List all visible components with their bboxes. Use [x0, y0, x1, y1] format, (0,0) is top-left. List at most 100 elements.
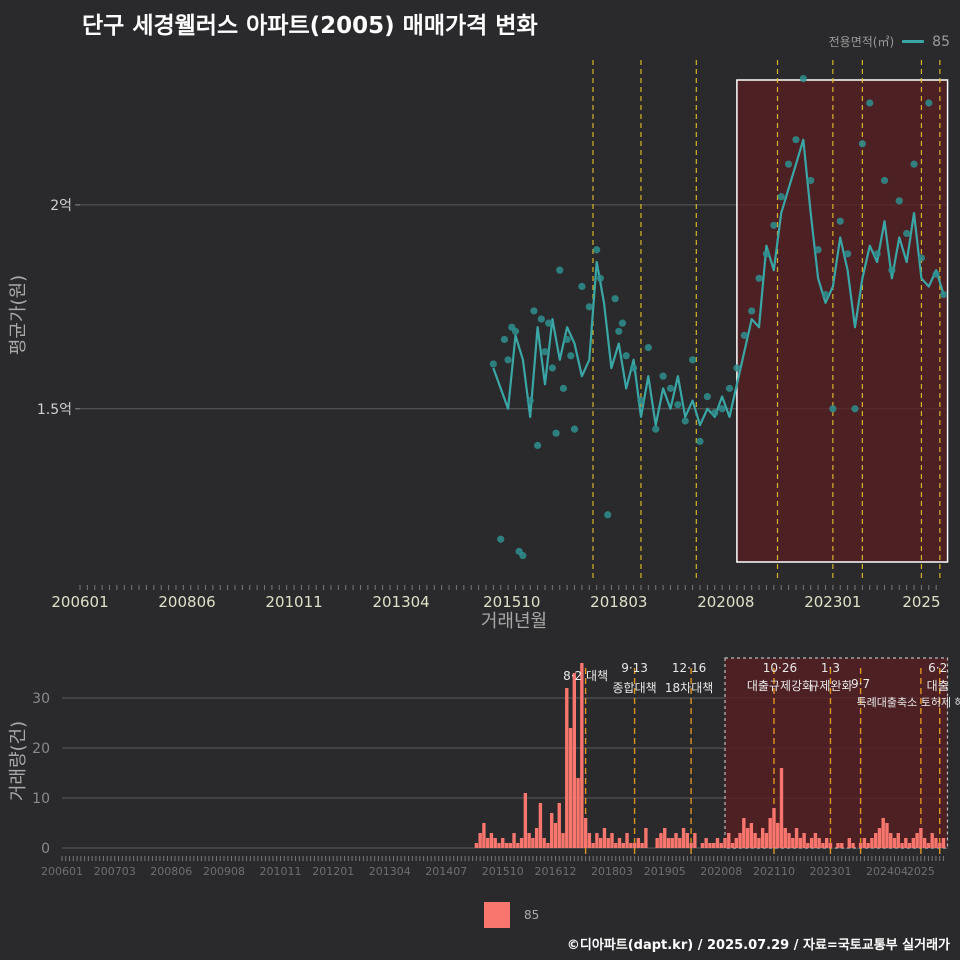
top-x-tick-label: 202301: [804, 593, 861, 611]
volume-bar: [727, 833, 731, 848]
data-point: [559, 384, 568, 392]
data-point: [652, 425, 660, 433]
data-point: [821, 291, 830, 299]
volume-bar: [572, 673, 577, 848]
chart-title: 단구 세경웰러스 아파트(2005) 매매가격 변화: [82, 13, 538, 39]
volume-bar: [614, 843, 618, 848]
volume-bar: [512, 833, 516, 848]
data-point: [689, 356, 697, 364]
bottom-y-axis-label: 거래량(건): [8, 721, 29, 801]
legend-title: 전용면적(㎡): [828, 35, 895, 49]
data-point: [740, 331, 748, 339]
bottom-highlight-box: [724, 657, 949, 849]
volume-bar: [531, 838, 535, 848]
volume-bar: [870, 838, 874, 848]
volume-bar: [926, 843, 931, 848]
bottom-x-tick-label: 201407: [425, 865, 467, 878]
volume-bar: [821, 843, 825, 848]
volume-bar: [862, 838, 867, 848]
data-point: [762, 250, 771, 258]
volume-bar: [934, 838, 938, 848]
legend-line-swatch: [902, 40, 925, 43]
volume-bar: [768, 818, 772, 848]
legend-item: 85: [932, 33, 950, 50]
volume-bar: [791, 838, 795, 848]
volume-bar: [663, 828, 667, 848]
volume-bar: [749, 823, 754, 848]
volume-bar: [704, 838, 708, 848]
data-point: [504, 356, 512, 364]
volume-bar: [715, 838, 720, 848]
volume-bar: [674, 833, 678, 848]
data-point: [903, 229, 911, 238]
volume-bar: [806, 843, 810, 848]
volume-bar: [828, 843, 833, 848]
bottom-x-tick-label: 2025: [907, 865, 935, 878]
volume-bar: [527, 833, 531, 848]
volume-bar: [825, 838, 829, 848]
policy-annotation: 8·2 대책: [563, 668, 608, 683]
bottom-x-tick-label: 200703: [94, 865, 136, 878]
volume-bar: [938, 843, 942, 848]
policy-annotation: 대출규제강화: [747, 679, 813, 693]
volume-bar: [798, 838, 803, 848]
bottom-x-tick-label: 202008: [700, 865, 742, 878]
data-point: [530, 307, 538, 315]
credit-text: ©디아파트(dapt.kr) / 2025.07.29 / 자료=국토교통부 실…: [566, 938, 950, 953]
volume-bar: [772, 808, 776, 848]
bottom-x-tick-label: 200908: [203, 865, 245, 878]
volume-bar: [644, 828, 648, 848]
bottom-x-tick-label: 201905: [644, 865, 686, 878]
volume-bar: [516, 843, 520, 848]
data-point: [563, 335, 571, 344]
volume-bar: [508, 843, 512, 848]
top-x-tick-label: 201803: [590, 593, 647, 611]
volume-bar: [847, 838, 851, 848]
volume-bar: [534, 828, 539, 848]
data-point: [851, 405, 859, 413]
volume-bar: [497, 843, 501, 848]
volume-bar: [482, 823, 486, 848]
legend-bottom: 85: [484, 902, 539, 928]
policy-annotation: 1·3: [821, 661, 840, 675]
data-point: [497, 535, 505, 543]
data-point: [917, 254, 926, 262]
bottom-x-tick-label: 200806: [150, 865, 192, 878]
data-point: [637, 397, 645, 405]
volume-bar: [779, 768, 784, 848]
volume-bar: [858, 843, 863, 848]
volume-bar: [625, 833, 629, 848]
data-point: [829, 405, 837, 413]
top-x-tick-label: 200806: [158, 593, 215, 611]
volume-bar: [519, 838, 524, 848]
policy-annotation: 6·2: [928, 661, 947, 675]
bottom-y-tick-label: 30: [32, 691, 50, 707]
top-x-tick-label: 201510: [483, 593, 540, 611]
data-point: [615, 327, 623, 335]
volume-bar: [730, 843, 735, 848]
volume-bar: [866, 843, 870, 848]
data-point: [844, 250, 852, 258]
volume-bar: [776, 823, 780, 848]
volume-bar: [610, 833, 614, 848]
volume-bar: [693, 833, 697, 848]
data-point: [511, 327, 520, 335]
data-point: [604, 511, 612, 519]
data-point: [611, 295, 619, 303]
legend-top: 전용면적(㎡) 85: [829, 33, 950, 50]
policy-annotation: 규제완화: [808, 679, 852, 693]
data-point: [784, 160, 793, 168]
bottom-y-tick-label: 10: [32, 791, 50, 807]
data-point: [792, 136, 800, 144]
data-point: [858, 140, 866, 148]
top-y-tick-label: 1.5억: [37, 402, 72, 418]
data-point: [526, 397, 534, 405]
bottom-x-tick-label: 201612: [534, 865, 576, 878]
volume-bar: [587, 833, 592, 848]
volume-bar: [757, 838, 761, 848]
volume-bar: [504, 843, 509, 848]
data-point: [629, 364, 638, 372]
volume-bar: [745, 828, 750, 848]
bottom-x-tick-label: 202404: [866, 865, 908, 878]
